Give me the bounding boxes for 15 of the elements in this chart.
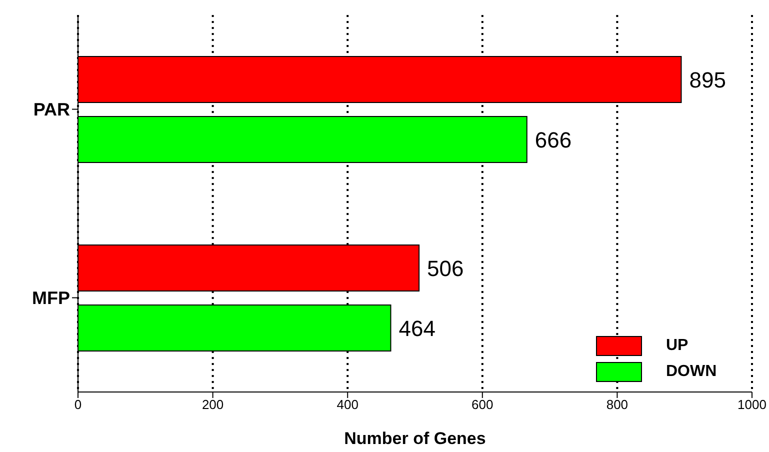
- legend-label: DOWN: [666, 363, 717, 381]
- x-tick-label: 1000: [738, 397, 766, 412]
- x-tick-label: 600: [472, 397, 494, 412]
- x-axis-title: Number of Genes: [344, 429, 486, 448]
- y-tick-label: MFP: [32, 288, 70, 308]
- x-tick-label: 200: [202, 397, 224, 412]
- data-label: 666: [534, 127, 572, 152]
- data-label: 895: [689, 67, 726, 92]
- y-tick-label: PAR: [33, 100, 70, 120]
- legend-label: UP: [666, 337, 688, 355]
- x-tick-label: 0: [74, 397, 82, 412]
- data-label: 506: [427, 256, 464, 281]
- x-tick-label: 400: [336, 397, 358, 412]
- x-tick-label: 800: [606, 397, 628, 412]
- data-label: 464: [398, 316, 436, 341]
